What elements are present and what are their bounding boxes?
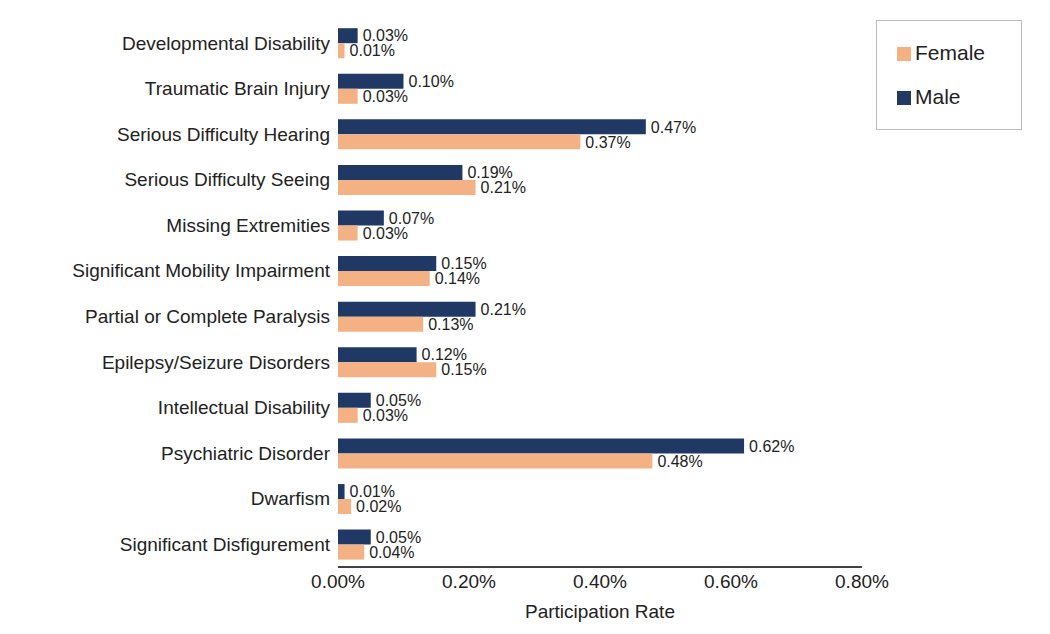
svg-text:0.40%: 0.40% <box>573 571 627 592</box>
svg-text:0.13%: 0.13% <box>428 316 473 333</box>
svg-text:0.14%: 0.14% <box>435 270 480 287</box>
svg-text:Serious Difficulty Seeing: Serious Difficulty Seeing <box>124 169 330 190</box>
svg-text:Developmental Disability: Developmental Disability <box>122 33 331 54</box>
svg-text:0.03%: 0.03% <box>362 27 408 45</box>
svg-text:0.07%: 0.07% <box>388 209 435 227</box>
svg-text:Epilepsy/Seizure Disorders: Epilepsy/Seizure Disorders <box>102 352 330 373</box>
svg-text:0.62%: 0.62% <box>749 438 794 455</box>
svg-text:Significant Mobility Impairmen: Significant Mobility Impairment <box>72 260 330 281</box>
svg-text:0.21%: 0.21% <box>481 179 526 196</box>
svg-text:0.10%: 0.10% <box>408 73 453 90</box>
svg-text:Participation Rate: Participation Rate <box>525 601 675 622</box>
svg-text:0.20%: 0.20% <box>442 571 496 592</box>
svg-text:0.48%: 0.48% <box>657 453 702 470</box>
svg-text:Missing Extremities: Missing Extremities <box>166 215 330 236</box>
svg-text:0.21%: 0.21% <box>481 301 526 318</box>
svg-text:0.02%: 0.02% <box>356 498 401 515</box>
svg-text:Traumatic Brain Injury: Traumatic Brain Injury <box>145 78 331 99</box>
html-text:Female: Female <box>915 41 985 64</box>
svg-text:0.03%: 0.03% <box>363 407 408 424</box>
svg-text:0.37%: 0.37% <box>585 134 630 151</box>
svg-text:0.19%: 0.19% <box>467 164 513 182</box>
svg-text:0.05%: 0.05% <box>375 392 422 410</box>
svg-text:0.01%: 0.01% <box>349 483 395 501</box>
svg-text:0.05%: 0.05% <box>375 528 422 546</box>
svg-text:Dwarfism: Dwarfism <box>251 488 330 509</box>
svg-text:0.03%: 0.03% <box>363 88 408 105</box>
svg-text:0.01%: 0.01% <box>350 42 395 59</box>
svg-text:0.15%: 0.15% <box>441 361 486 378</box>
svg-text:0.15%: 0.15% <box>441 255 487 273</box>
svg-text:Psychiatric Disorder: Psychiatric Disorder <box>161 443 331 464</box>
svg-text:Significant Disfigurement: Significant Disfigurement <box>120 534 331 555</box>
svg-text:0.12%: 0.12% <box>421 346 467 364</box>
svg-text:Partial or Complete Paralysis: Partial or Complete Paralysis <box>85 306 330 327</box>
svg-text:Intellectual Disability: Intellectual Disability <box>158 397 331 418</box>
svg-text:0.80%: 0.80% <box>835 571 889 592</box>
svg-text:0.60%: 0.60% <box>704 571 758 592</box>
html-text:Male: Male <box>915 85 961 108</box>
svg-text:Serious Difficulty Hearing: Serious Difficulty Hearing <box>117 124 330 145</box>
svg-text:0.00%: 0.00% <box>311 571 365 592</box>
svg-text:0.03%: 0.03% <box>363 225 408 242</box>
svg-text:0.47%: 0.47% <box>651 119 696 136</box>
svg-text:0.04%: 0.04% <box>369 544 414 561</box>
